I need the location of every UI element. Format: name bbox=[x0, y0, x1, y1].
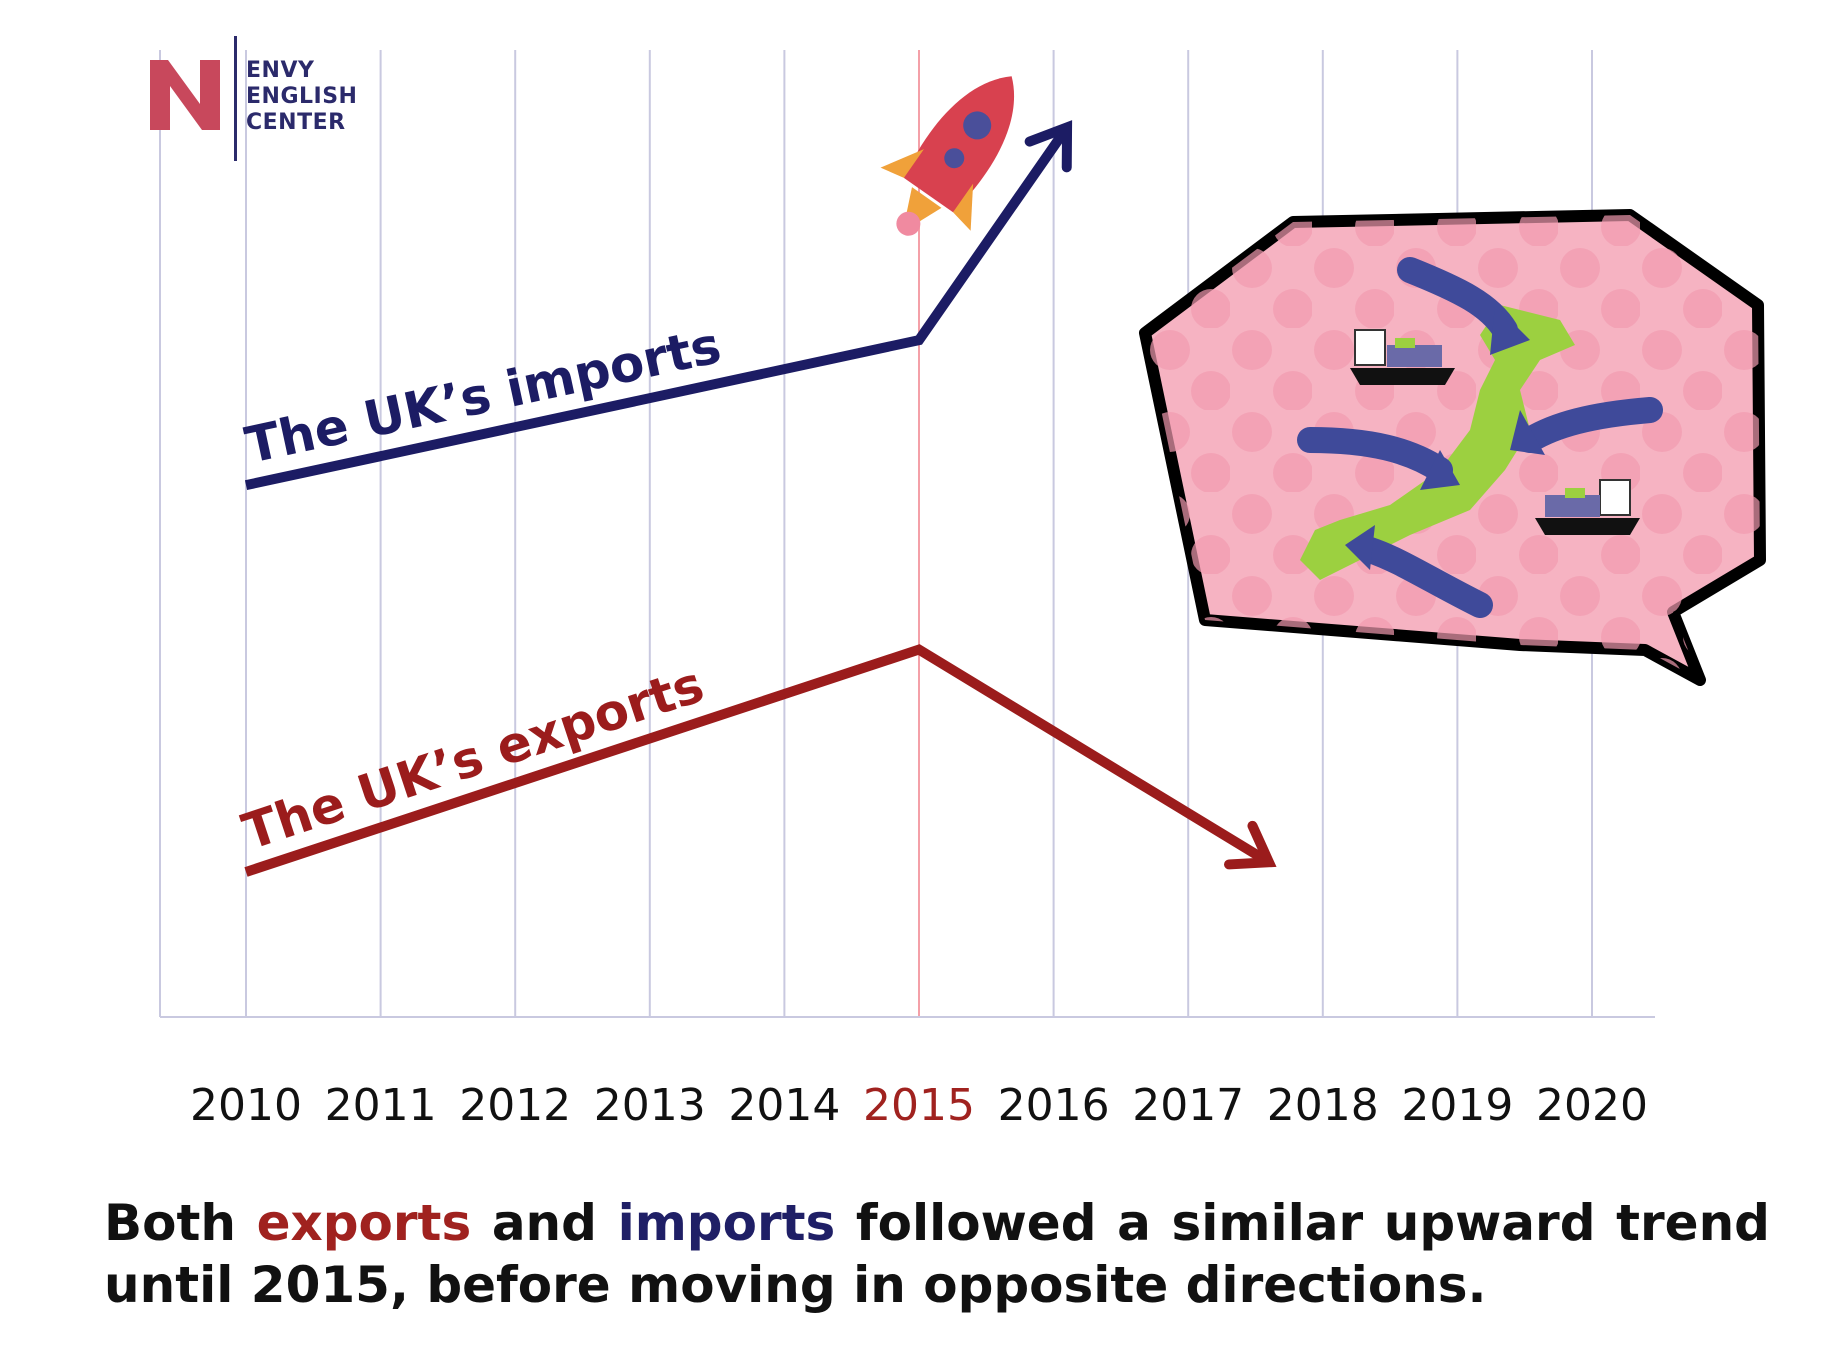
x-tick-label-2019: 2019 bbox=[1401, 1080, 1513, 1131]
logo-text: ENVY ENGLISH CENTER bbox=[246, 58, 357, 136]
n-letter-logo bbox=[150, 60, 220, 130]
cargo-ship-icon bbox=[1535, 479, 1640, 535]
logo-line-1: ENVY bbox=[246, 58, 315, 83]
rocket-icon bbox=[880, 76, 1015, 236]
x-tick-label-2011: 2011 bbox=[325, 1080, 437, 1131]
x-tick-label-2016: 2016 bbox=[998, 1080, 1110, 1131]
logo-line-2: ENGLISH bbox=[246, 84, 358, 109]
x-tick-label-2017: 2017 bbox=[1132, 1080, 1244, 1131]
caption-word-imports: imports bbox=[617, 1194, 836, 1252]
x-tick-label-2015: 2015 bbox=[863, 1080, 975, 1131]
x-tick-labels: 2010 2011 2012 2013 2014 2015 2016 2017 2018 2019… bbox=[190, 1080, 1648, 1131]
japan-map-shape bbox=[1300, 305, 1575, 580]
caption: Both exports and imports followed a simi… bbox=[104, 1192, 1770, 1316]
caption-word-exports: exports bbox=[256, 1194, 472, 1252]
x-tick-label-2018: 2018 bbox=[1267, 1080, 1379, 1131]
logo-divider bbox=[234, 36, 237, 161]
series-label-1: The UK’s exports bbox=[236, 655, 711, 861]
series-arrowhead-1 bbox=[1224, 820, 1277, 870]
logo: ENVY ENGLISH CENTER bbox=[150, 36, 380, 161]
x-tick-label-2012: 2012 bbox=[459, 1080, 571, 1131]
series-line-0 bbox=[244, 124, 1072, 491]
series-arrowhead-0 bbox=[1024, 120, 1073, 173]
caption-word-both: Both bbox=[104, 1194, 236, 1252]
cargo-ship-icon bbox=[1350, 329, 1455, 385]
x-tick-label-2010: 2010 bbox=[190, 1080, 302, 1131]
caption-rest: followed a similar upward trend until 20… bbox=[104, 1194, 1770, 1314]
x-tick-label-2013: 2013 bbox=[594, 1080, 706, 1131]
speech-bubble-japan-map bbox=[1139, 209, 1766, 686]
x-tick-label-2020: 2020 bbox=[1536, 1080, 1648, 1131]
x-tick-label-2014: 2014 bbox=[728, 1080, 840, 1131]
logo-line-3: CENTER bbox=[246, 110, 346, 135]
caption-word-and: and bbox=[491, 1194, 597, 1252]
series-line-1 bbox=[244, 644, 1272, 877]
